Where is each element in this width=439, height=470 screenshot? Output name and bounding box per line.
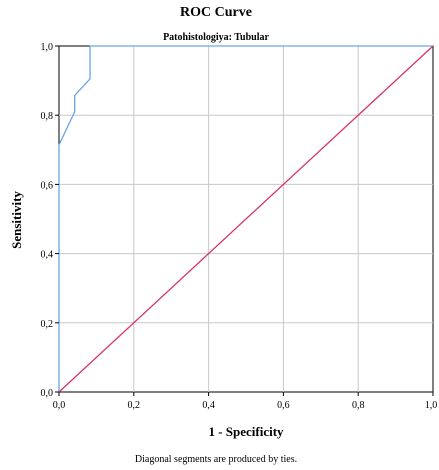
x-tick-label: 0,6 xyxy=(277,400,290,411)
roc-curve-line xyxy=(58,45,433,392)
y-tick-label: 0,4 xyxy=(41,250,54,261)
x-tick-label: 0,0 xyxy=(53,400,66,411)
grid-lines xyxy=(59,46,433,392)
y-axis-ticks: 0,0 0,2 0,4 0,6 0,8 1,0 xyxy=(41,42,59,399)
footnote: Diagonal segments are produced by ties. xyxy=(135,454,297,465)
plot-area xyxy=(58,45,434,393)
y-tick-label: 1,0 xyxy=(41,42,54,53)
series-layer xyxy=(58,45,434,393)
x-tick-label: 0,8 xyxy=(352,400,365,411)
y-tick-label: 0,2 xyxy=(41,319,54,330)
y-tick-label: 0,8 xyxy=(41,111,54,122)
x-axis-label: 1 - Specificity xyxy=(208,424,284,439)
x-tick-label: 0,2 xyxy=(128,400,141,411)
x-tick-label: 0,4 xyxy=(202,400,215,411)
chart-title: ROC Curve xyxy=(180,5,252,20)
y-tick-label: 0,0 xyxy=(41,388,54,399)
x-axis-ticks: 0,0 0,2 0,4 0,6 0,8 1,0 xyxy=(53,392,438,411)
y-tick-label: 0,6 xyxy=(41,180,54,191)
y-axis-label: Sensitivity xyxy=(9,191,24,249)
x-tick-label: 1,0 xyxy=(425,400,438,411)
chart-subtitle: Patohistologiya: Tubular xyxy=(163,32,269,43)
reference-diagonal-line xyxy=(58,45,434,393)
